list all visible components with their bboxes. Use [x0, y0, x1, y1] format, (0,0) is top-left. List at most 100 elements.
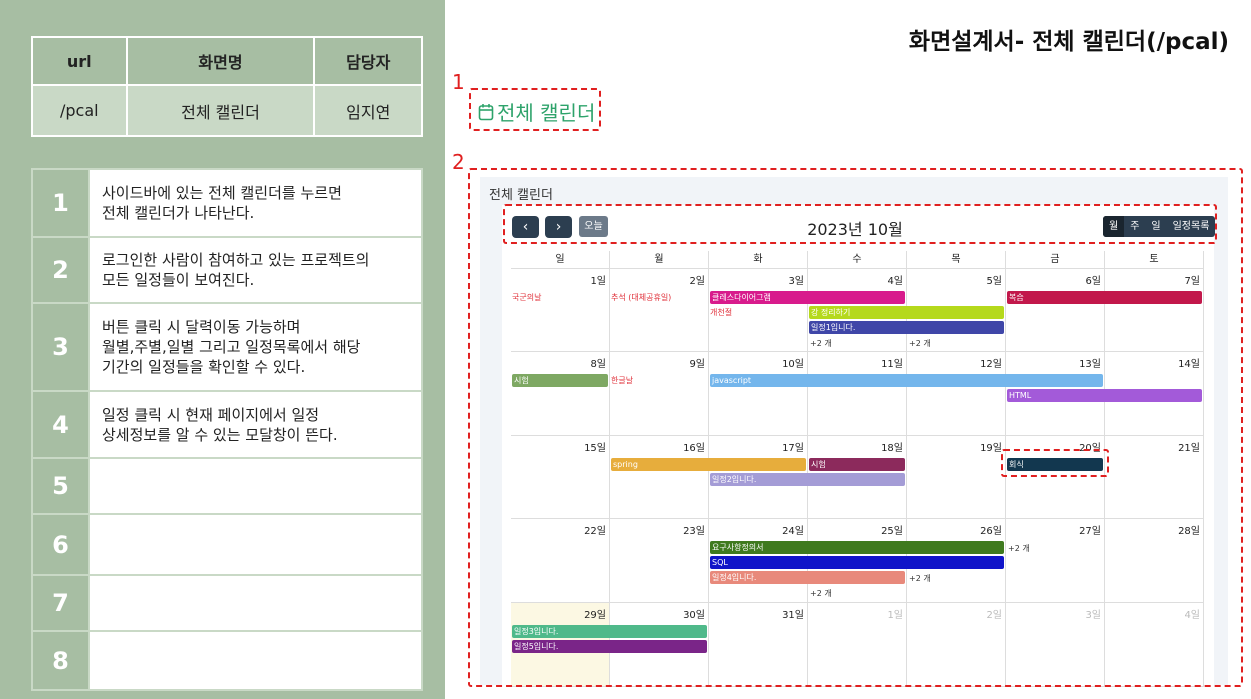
day-cell[interactable]: 7일 — [1105, 269, 1204, 352]
day-number[interactable]: 11일 — [881, 359, 903, 370]
day-cell[interactable]: 19일 — [907, 436, 1006, 519]
calendar-event[interactable]: 추석 (대체공휴일) — [611, 293, 672, 302]
day-cell[interactable]: 22일 — [511, 519, 610, 603]
desc-num: 5 — [31, 457, 90, 515]
day-number[interactable]: 10일 — [782, 359, 804, 370]
day-number[interactable]: 21일 — [1178, 443, 1200, 454]
day-number[interactable]: 14일 — [1178, 359, 1200, 370]
day-number[interactable]: 1일 — [590, 276, 606, 287]
day-number[interactable]: 20일 — [1079, 443, 1101, 454]
day-number[interactable]: 7일 — [1184, 276, 1200, 287]
calendar-event[interactable]: 클레스다이어그램 — [710, 291, 905, 304]
day-number[interactable]: 16일 — [683, 443, 705, 454]
day-number[interactable]: 6일 — [1085, 276, 1101, 287]
view-month-button[interactable]: 월 — [1103, 216, 1125, 237]
view-list-button[interactable]: 일정목록 — [1172, 221, 1210, 232]
more-events-link[interactable]: +2 개 — [1008, 544, 1030, 553]
day-number[interactable]: 22일 — [584, 526, 606, 537]
day-cell[interactable]: 21일 — [1105, 436, 1204, 519]
calendar-event[interactable]: SQL — [710, 556, 1004, 569]
day-number[interactable]: 19일 — [980, 443, 1002, 454]
day-cell[interactable]: 8일 — [511, 352, 610, 436]
calendar-event[interactable]: javascript — [710, 374, 1103, 387]
day-number[interactable]: 12일 — [980, 359, 1002, 370]
day-cell[interactable]: 15일 — [511, 436, 610, 519]
day-cell[interactable]: 12일 — [907, 352, 1006, 436]
day-number[interactable]: 1일 — [887, 610, 903, 621]
day-cell[interactable]: 3일 — [709, 269, 808, 352]
more-events-link[interactable]: +2 개 — [810, 339, 832, 348]
day-number[interactable]: 26일 — [980, 526, 1002, 537]
calendar-event[interactable]: 개천절 — [710, 308, 733, 317]
annotation-marker-2: 2 — [452, 150, 465, 174]
day-number[interactable]: 17일 — [782, 443, 804, 454]
calendar-event[interactable]: 일정3입니다. — [512, 625, 707, 638]
day-number[interactable]: 31일 — [782, 610, 804, 621]
calendar-event[interactable]: 한글날 — [611, 376, 634, 385]
calendar-event[interactable]: 국군의날 — [512, 293, 542, 302]
day-cell[interactable]: 26일 — [907, 519, 1006, 603]
day-cell[interactable]: 10일 — [709, 352, 808, 436]
day-number[interactable]: 3일 — [1085, 610, 1101, 621]
calendar-event[interactable]: 일정4입니다. — [710, 571, 905, 584]
day-cell[interactable]: 27일 — [1006, 519, 1105, 603]
day-number[interactable]: 24일 — [782, 526, 804, 537]
calendar-event[interactable]: 시험 — [512, 374, 608, 387]
day-number[interactable]: 8일 — [590, 359, 606, 370]
day-cell[interactable]: 11일 — [808, 352, 907, 436]
calendar-event[interactable]: 강 정리하기 — [809, 306, 1004, 319]
day-number[interactable]: 15일 — [584, 443, 606, 454]
day-cell[interactable]: 16일 — [610, 436, 709, 519]
day-number[interactable]: 29일 — [584, 610, 606, 621]
calendar-event[interactable]: 회식 — [1007, 458, 1103, 471]
day-number[interactable]: 2일 — [986, 610, 1002, 621]
day-number[interactable]: 13일 — [1079, 359, 1101, 370]
next-month-button[interactable]: › — [545, 216, 572, 238]
day-number[interactable]: 4일 — [887, 276, 903, 287]
view-week-button[interactable]: 주 — [1130, 221, 1140, 232]
all-calendar-link[interactable]: 전체 캘린더 — [478, 97, 595, 126]
month-title: 2023년 10월 — [807, 220, 903, 239]
day-cell[interactable]: 18일 — [808, 436, 907, 519]
day-cell[interactable]: 6일 — [1006, 269, 1105, 352]
more-events-link[interactable]: +2 개 — [810, 589, 832, 598]
desc-text — [88, 630, 423, 691]
day-cell[interactable]: 2일 — [610, 269, 709, 352]
desc-text — [88, 457, 423, 515]
prev-month-button[interactable]: ‹ — [512, 216, 539, 238]
day-number[interactable]: 23일 — [683, 526, 705, 537]
day-number[interactable]: 27일 — [1079, 526, 1101, 537]
day-number[interactable]: 30일 — [683, 610, 705, 621]
today-button[interactable]: 오늘 — [579, 216, 608, 237]
day-number[interactable]: 3일 — [788, 276, 804, 287]
day-cell[interactable]: 1일 — [511, 269, 610, 352]
day-number[interactable]: 18일 — [881, 443, 903, 454]
day-cell[interactable]: 5일 — [907, 269, 1006, 352]
day-number[interactable]: 9일 — [689, 359, 705, 370]
calendar-event[interactable]: 일정2입니다. — [710, 473, 905, 486]
day-cell[interactable]: 14일 — [1105, 352, 1204, 436]
page-title: 화면설계서- 전체 캘린더(/pcal) — [908, 29, 1229, 55]
day-number[interactable]: 28일 — [1178, 526, 1200, 537]
info-header-owner: 담당자 — [313, 36, 423, 86]
more-events-link[interactable]: +2 개 — [909, 574, 931, 583]
day-cell[interactable]: 23일 — [610, 519, 709, 603]
calendar-event[interactable]: 일정1입니다. — [809, 321, 1004, 334]
weekday-header: 일 — [511, 251, 610, 269]
calendar-event[interactable]: 복습 — [1007, 291, 1202, 304]
calendar-event[interactable]: HTML — [1007, 389, 1202, 402]
more-events-link[interactable]: +2 개 — [909, 339, 931, 348]
view-day-button[interactable]: 일 — [1151, 221, 1161, 232]
calendar-icon — [478, 103, 494, 120]
day-cell[interactable]: 28일 — [1105, 519, 1204, 603]
day-number[interactable]: 4일 — [1184, 610, 1200, 621]
day-cell[interactable]: 20일 — [1006, 436, 1105, 519]
calendar-event[interactable]: spring — [611, 458, 806, 471]
calendar-event[interactable]: 일정5입니다. — [512, 640, 707, 653]
day-number[interactable]: 5일 — [986, 276, 1002, 287]
day-cell[interactable]: 9일 — [610, 352, 709, 436]
day-number[interactable]: 2일 — [689, 276, 705, 287]
calendar-event[interactable]: 시험 — [809, 458, 905, 471]
calendar-event[interactable]: 요구사항정의서 — [710, 541, 1004, 554]
day-number[interactable]: 25일 — [881, 526, 903, 537]
